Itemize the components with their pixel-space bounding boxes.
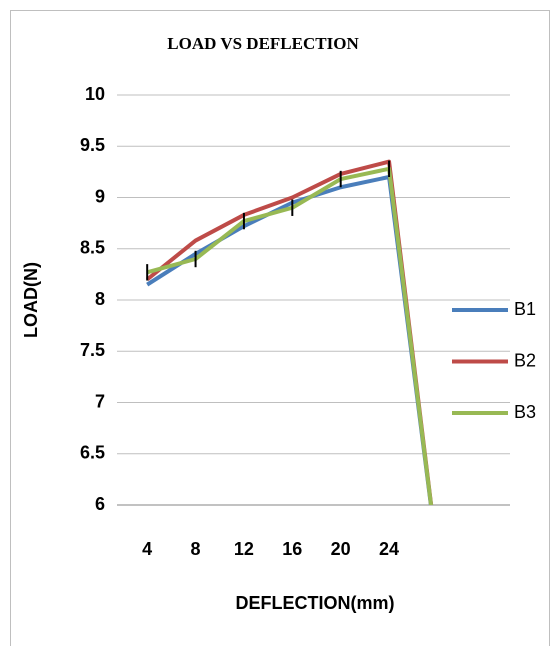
y-tick-label: 9.5 [80, 135, 105, 155]
legend-label: B1 [514, 299, 536, 319]
chart-title: LOAD VS DEFLECTION [167, 34, 359, 53]
y-tick-label: 8 [95, 289, 105, 309]
y-tick-label: 7.5 [80, 340, 105, 360]
plot [145, 159, 434, 505]
legend-label: B2 [514, 350, 536, 370]
y-tick-label: 10 [85, 84, 105, 104]
chart-frame [10, 10, 550, 646]
x-tick-label: 24 [379, 539, 399, 559]
x-tick-label: 12 [234, 539, 254, 559]
y-tick-label: 9 [95, 186, 105, 206]
y-axis-title: LOAD(N) [21, 262, 41, 338]
x-tick-label: 16 [282, 539, 302, 559]
y-tick-label: 6 [95, 494, 105, 514]
y-tick-label: 7 [95, 391, 105, 411]
legend-label: B3 [514, 402, 536, 422]
x-tick-label: 20 [331, 539, 351, 559]
x-tick-label: 4 [142, 539, 152, 559]
x-tick-label: 8 [191, 539, 201, 559]
y-tick-label: 8.5 [80, 238, 105, 258]
y-tick-label: 6.5 [80, 443, 105, 463]
x-axis-title: DEFLECTION(mm) [236, 593, 395, 613]
